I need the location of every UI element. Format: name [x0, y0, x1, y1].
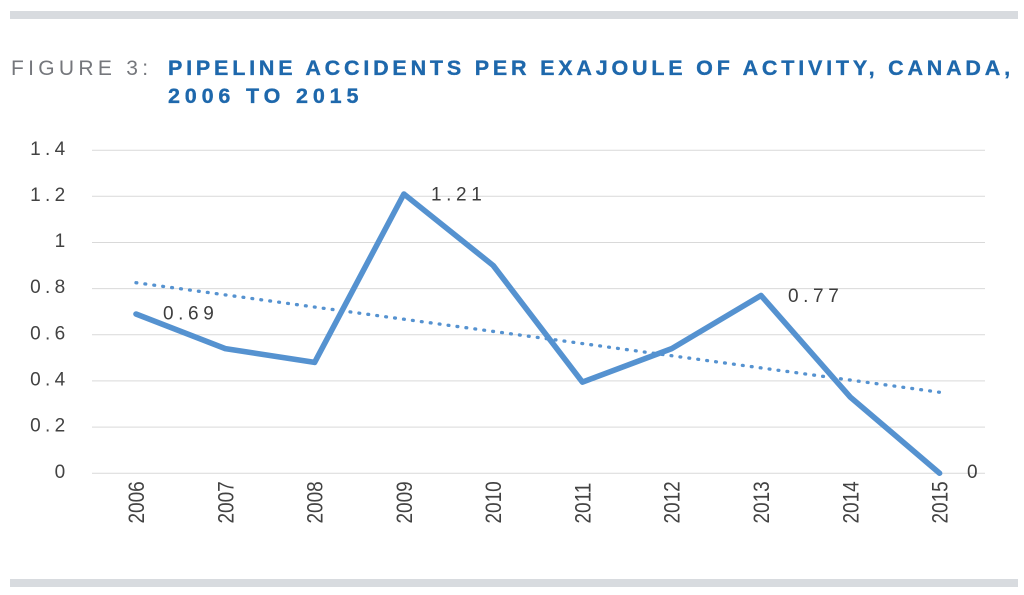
- svg-text:1: 1: [55, 231, 70, 252]
- svg-text:2007: 2007: [214, 481, 239, 523]
- svg-text:0: 0: [55, 462, 70, 483]
- svg-text:1.4: 1.4: [30, 139, 69, 160]
- svg-text:0.4: 0.4: [30, 370, 69, 391]
- svg-text:2012: 2012: [660, 481, 685, 523]
- svg-text:2011: 2011: [571, 483, 596, 524]
- svg-text:1.2: 1.2: [30, 185, 69, 206]
- svg-text:0.77: 0.77: [788, 286, 843, 307]
- svg-text:2008: 2008: [303, 481, 328, 523]
- svg-text:2014: 2014: [839, 481, 864, 523]
- svg-text:0.69: 0.69: [163, 304, 218, 325]
- svg-text:2006: 2006: [125, 481, 150, 523]
- svg-text:2015: 2015: [928, 481, 953, 523]
- svg-text:0.2: 0.2: [30, 416, 69, 437]
- svg-text:0: 0: [967, 462, 982, 483]
- svg-text:2013: 2013: [750, 481, 775, 523]
- svg-text:0.6: 0.6: [30, 323, 69, 344]
- svg-text:0.8: 0.8: [30, 277, 69, 298]
- svg-text:2010: 2010: [482, 481, 507, 523]
- svg-text:2009: 2009: [393, 481, 418, 523]
- svg-text:1.21: 1.21: [431, 185, 486, 206]
